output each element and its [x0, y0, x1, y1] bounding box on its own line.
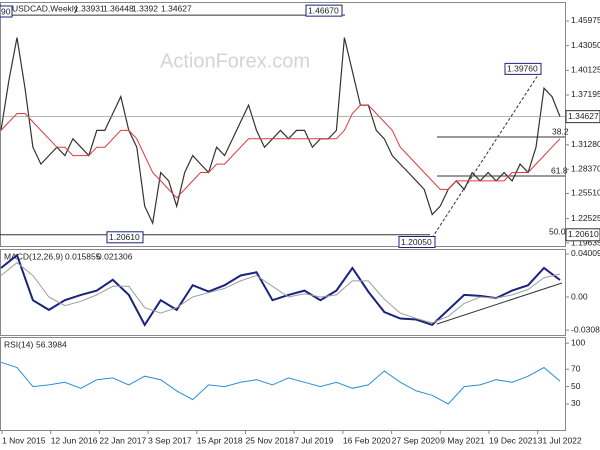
watermark: ActionForex.com	[160, 50, 310, 72]
y-tick-label: 1.19635	[571, 237, 600, 247]
annotation-box	[398, 236, 436, 249]
y-tick-label: 100	[571, 337, 585, 347]
price-panel	[0, 2, 566, 247]
fib-trendline	[431, 71, 541, 239]
ohlc-close: 1.34627	[161, 3, 192, 13]
x-tick-label: 22 Jan 2017	[99, 435, 146, 445]
x-tick-label: 25 Nov 2018	[246, 435, 294, 445]
ohlc-low: 1.3392	[132, 3, 158, 13]
y-tick-label: 1.28370	[571, 164, 600, 174]
ohlc-open: 1.33931	[74, 3, 105, 13]
annotation-label: 1.20610	[109, 232, 140, 242]
series-line	[0, 253, 561, 327]
fib-label: 50.0	[549, 226, 566, 236]
y-tick-label: 1.40125	[571, 65, 600, 75]
axis-level-box	[565, 228, 600, 242]
y-tick-label: -0.03086	[571, 324, 600, 334]
series-line	[0, 37, 561, 226]
y-tick-label: 1.22525	[571, 213, 600, 223]
series-line	[0, 104, 561, 199]
current-price-box	[565, 110, 600, 124]
series-line	[0, 262, 561, 324]
y-tick-label: 1.37195	[571, 89, 600, 99]
x-tick-label: 27 Sep 2020	[392, 435, 440, 445]
rsi-panel	[0, 337, 566, 431]
y-tick-label: 0.00	[571, 291, 588, 301]
y-tick-label: 50	[571, 381, 581, 391]
annotation-box	[305, 4, 343, 17]
macd-panel	[0, 249, 566, 336]
rsi-value: 56.3984	[36, 339, 67, 349]
y-tick-label: 1.45975	[571, 15, 600, 25]
y-tick-label: 0.040094	[571, 248, 600, 258]
annotation-box	[0, 5, 13, 18]
x-tick-label: 16 Feb 2020	[343, 435, 391, 445]
x-tick-label: 3 Sep 2017	[148, 435, 192, 445]
series-line	[0, 361, 561, 405]
header: USDCAD,Weekly 1.33931 1.36448 1.3392 1.3…	[4, 3, 192, 349]
macd-title: MACD(12,26,9)	[4, 251, 63, 261]
signal-value: 0.021306	[97, 251, 133, 261]
fib-label: 61.8	[551, 165, 568, 175]
axis-level-label: 1.20610	[568, 229, 599, 239]
annotation-box	[504, 62, 542, 75]
y-tick-label: 30	[571, 398, 581, 408]
x-tick-label: 12 Jun 2016	[51, 435, 98, 445]
current-price-label: 1.34627	[568, 111, 599, 121]
fib-label: 38.2	[552, 126, 569, 136]
macd-trendline	[436, 282, 563, 325]
annotation-label: 1.46670	[308, 5, 339, 15]
price-title: USDCAD,Weekly	[12, 3, 79, 13]
x-tick-label: 15 Apr 2018	[197, 435, 243, 445]
x-tick-label: 31 Jul 2022	[538, 435, 582, 445]
annotation-label: 1.20050	[401, 237, 432, 247]
x-tick-label: 19 Dec 2021	[489, 435, 537, 445]
x-tick-label: 1 Nov 2015	[2, 435, 46, 445]
y-tick-label: 1.25510	[571, 188, 600, 198]
y-tick-label: 1.43050	[571, 40, 600, 50]
rsi-title: RSI(14)	[4, 339, 33, 349]
x-tick-label: 7 Jul 2019	[294, 435, 333, 445]
y-tick-label: 1.31280	[571, 139, 600, 149]
macd-value: 0.015855	[65, 251, 101, 261]
annotation-label: 1.39760	[507, 64, 538, 74]
x-tick-label: 9 May 2021	[440, 435, 485, 445]
ohlc-high: 1.36448	[103, 3, 134, 13]
annotation-label: 90	[1, 6, 11, 16]
annotation-box	[106, 231, 144, 244]
y-tick-label: 70	[571, 363, 581, 373]
